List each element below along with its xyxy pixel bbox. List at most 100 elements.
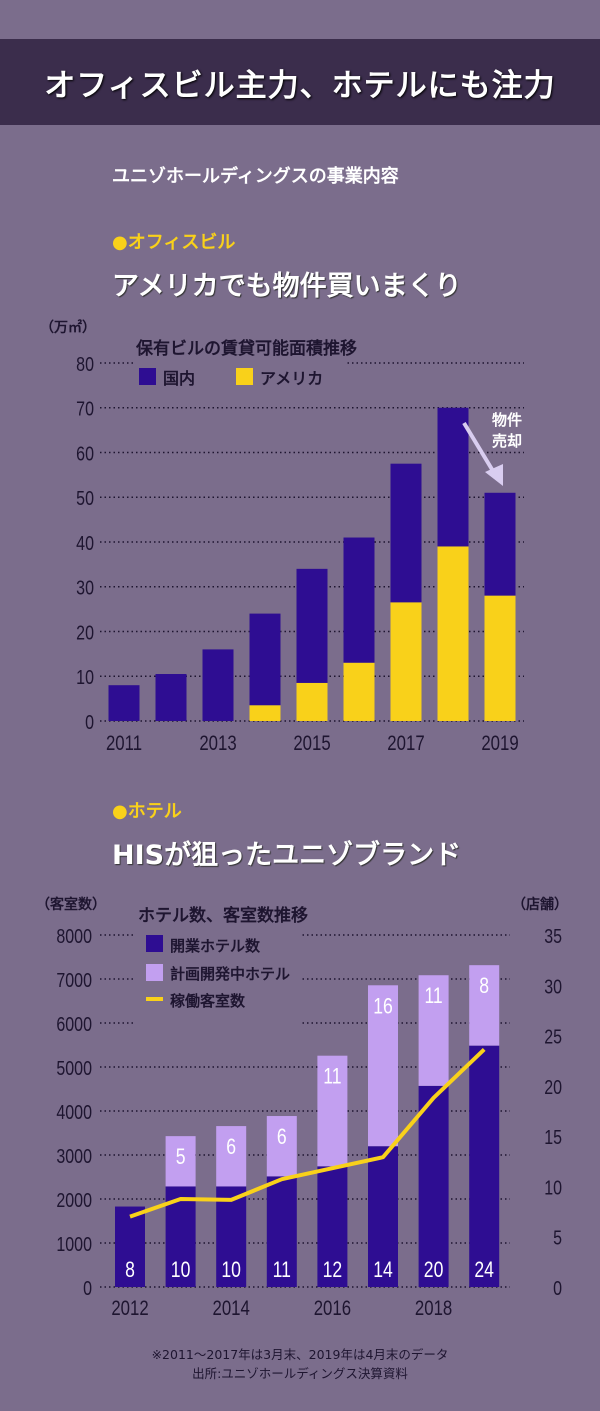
y-tick-label: 80: [76, 353, 94, 375]
x-tick-label: 2012: [111, 1297, 148, 1320]
annotation-text: 物件: [492, 411, 522, 429]
legend-swatch-open: [146, 935, 163, 952]
bar-domestic: [390, 463, 422, 603]
bar-domestic: [155, 674, 187, 721]
hotel-headline: HISが狙ったユニゾブランド: [112, 840, 462, 871]
bar-planned-hotels: [418, 975, 449, 1086]
legend-swatch-planned: [146, 964, 163, 981]
data-label-planned: 11: [424, 984, 442, 1008]
legend-label-rooms: 稼働客室数: [170, 992, 246, 1010]
bar-usa: [484, 595, 516, 721]
y-right-tick-label: 30: [544, 976, 562, 998]
chart-title: ホテル数、客室数推移: [138, 905, 308, 925]
footnote-period: ※2011～2017年は3月末、2019年は4月末のデータ: [151, 1347, 449, 1362]
y-axis-right-unit: （店舗）: [512, 896, 568, 912]
legend-label-open: 開業ホテル数: [170, 937, 261, 955]
legend-swatch-domestic: [139, 368, 156, 385]
y-tick-label: 40: [76, 532, 94, 554]
bar-domestic: [296, 568, 328, 683]
bar-planned-hotels: [165, 1136, 196, 1187]
title-bar: オフィスビル主力、ホテルにも注力: [0, 39, 600, 125]
data-label-planned: 11: [323, 1065, 341, 1089]
bar-usa: [249, 705, 281, 721]
bar-usa: [390, 602, 422, 721]
x-tick-label: 2011: [106, 732, 142, 755]
y-tick-label: 10: [76, 667, 94, 689]
y-left-tick-label: 5000: [56, 1057, 92, 1079]
y-tick-label: 0: [85, 711, 94, 733]
legend-bg: [236, 362, 346, 384]
bar-domestic: [484, 492, 516, 596]
bar-domestic: [108, 685, 140, 721]
bar-planned-hotels: [317, 1055, 348, 1167]
y-right-tick-label: 15: [544, 1126, 562, 1148]
y-right-tick-label: 10: [544, 1177, 562, 1199]
data-label-planned: 6: [277, 1125, 287, 1149]
bar-domestic: [343, 537, 375, 663]
data-label-open: 14: [373, 1258, 393, 1282]
bar-planned-hotels: [216, 1126, 247, 1187]
y-right-tick-label: 0: [553, 1277, 562, 1299]
data-label-open: 10: [221, 1258, 241, 1282]
bar-open-hotels: [266, 1176, 297, 1287]
y-tick-label: 20: [76, 622, 94, 644]
page-title: オフィスビル主力、ホテルにも注力: [44, 67, 556, 104]
y-tick-label: 30: [76, 577, 94, 599]
line-rooms: [129, 1047, 486, 1219]
x-tick-label: 2017: [387, 732, 424, 755]
office-headline: アメリカでも物件買いまくり: [112, 271, 462, 302]
bar-domestic: [249, 613, 281, 706]
legend-swatch-usa: [236, 368, 253, 385]
y-right-tick-label: 35: [544, 925, 562, 947]
legend-bg: [136, 899, 301, 1024]
bar-open-hotels: [115, 1206, 145, 1287]
legend-label-domestic: 国内: [163, 369, 195, 388]
y-right-tick-label: 5: [553, 1227, 562, 1249]
y-left-tick-label: 0: [83, 1277, 92, 1299]
bar-usa: [343, 662, 375, 721]
y-tick-label: 60: [76, 443, 94, 465]
data-label-open: 20: [424, 1258, 444, 1282]
annotation-text: 売却: [492, 432, 522, 450]
x-tick-label: 2018: [415, 1297, 452, 1320]
x-tick-label: 2014: [213, 1297, 251, 1320]
y-left-tick-label: 8000: [56, 925, 92, 947]
x-tick-label: 2019: [481, 732, 518, 755]
y-right-tick-label: 25: [544, 1026, 562, 1048]
bar-usa: [296, 682, 328, 721]
x-tick-label: 2015: [293, 732, 330, 755]
bar-open-hotels: [469, 1045, 500, 1287]
arrow-icon: [462, 421, 498, 478]
bar-planned-hotels: [266, 1116, 297, 1177]
bar-domestic: [202, 649, 234, 721]
data-label-open: 8: [125, 1258, 135, 1282]
data-label-planned: 16: [373, 995, 393, 1019]
data-label-planned: 5: [176, 1145, 186, 1169]
y-axis-unit: （万㎡）: [40, 319, 96, 335]
y-left-tick-label: 6000: [56, 1013, 92, 1035]
chart-title: 保有ビルの賃貸可能面積推移: [135, 338, 357, 358]
y-left-tick-label: 3000: [56, 1145, 92, 1167]
legend-label-usa: アメリカ: [260, 370, 323, 388]
bar-usa: [437, 546, 469, 721]
bar-open-hotels: [418, 1085, 449, 1287]
y-right-tick-label: 20: [544, 1076, 562, 1098]
bar-open-hotels: [216, 1186, 247, 1287]
x-tick-label: 2016: [314, 1297, 351, 1320]
bar-domestic: [437, 407, 469, 547]
data-label-planned: 8: [479, 974, 489, 998]
legend-swatch-rooms: [146, 997, 163, 1001]
hotel-section-tag: ●ホテル: [112, 801, 182, 822]
y-left-tick-label: 1000: [56, 1233, 92, 1255]
y-left-tick-label: 4000: [56, 1101, 92, 1123]
data-label-open: 12: [323, 1258, 343, 1282]
y-left-tick-label: 2000: [56, 1189, 92, 1211]
y-tick-label: 70: [76, 398, 94, 420]
bar-planned-hotels: [469, 965, 500, 1046]
y-left-tick-label: 7000: [56, 969, 92, 991]
data-label-planned: 6: [226, 1135, 236, 1159]
bar-planned-hotels: [368, 985, 398, 1147]
legend-bg: [136, 362, 246, 384]
bar-open-hotels: [368, 1146, 398, 1287]
